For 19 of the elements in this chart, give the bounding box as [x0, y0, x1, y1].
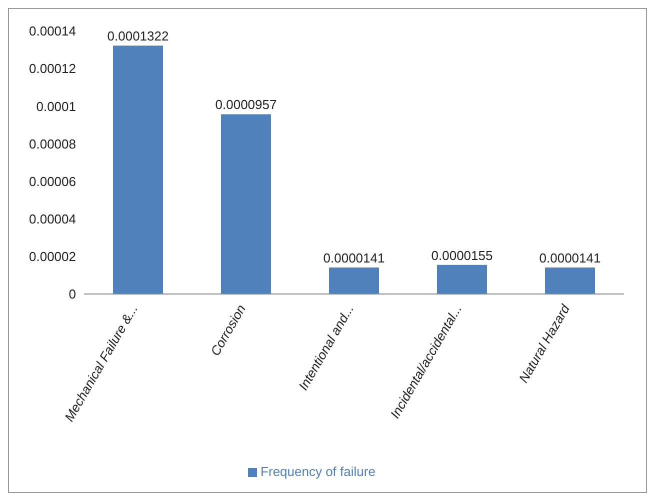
y-tick-label: 0.00006 [29, 174, 76, 189]
y-tick-label: 0.00002 [29, 249, 76, 264]
y-tick-label: 0.00008 [29, 136, 76, 152]
y-tick-label: 0.00012 [29, 61, 76, 76]
data-label: 0.0000141 [323, 250, 385, 266]
data-label: 0.0001322 [107, 28, 169, 44]
y-tick-label: 0 [68, 286, 76, 302]
bar [545, 268, 595, 294]
data-label: 0.0000155 [431, 248, 493, 263]
y-tick-label: 0.0001 [36, 98, 76, 114]
y-tick-label: 0.00014 [29, 24, 76, 39]
bar [329, 268, 379, 294]
y-tick-label: 0.00004 [29, 211, 76, 226]
bar [437, 264, 487, 294]
data-label: 0.0000141 [539, 250, 601, 266]
bar [221, 114, 271, 294]
legend-label: Frequency of failure [260, 464, 376, 479]
data-label: 0.0000957 [215, 97, 277, 112]
bar [113, 46, 163, 294]
